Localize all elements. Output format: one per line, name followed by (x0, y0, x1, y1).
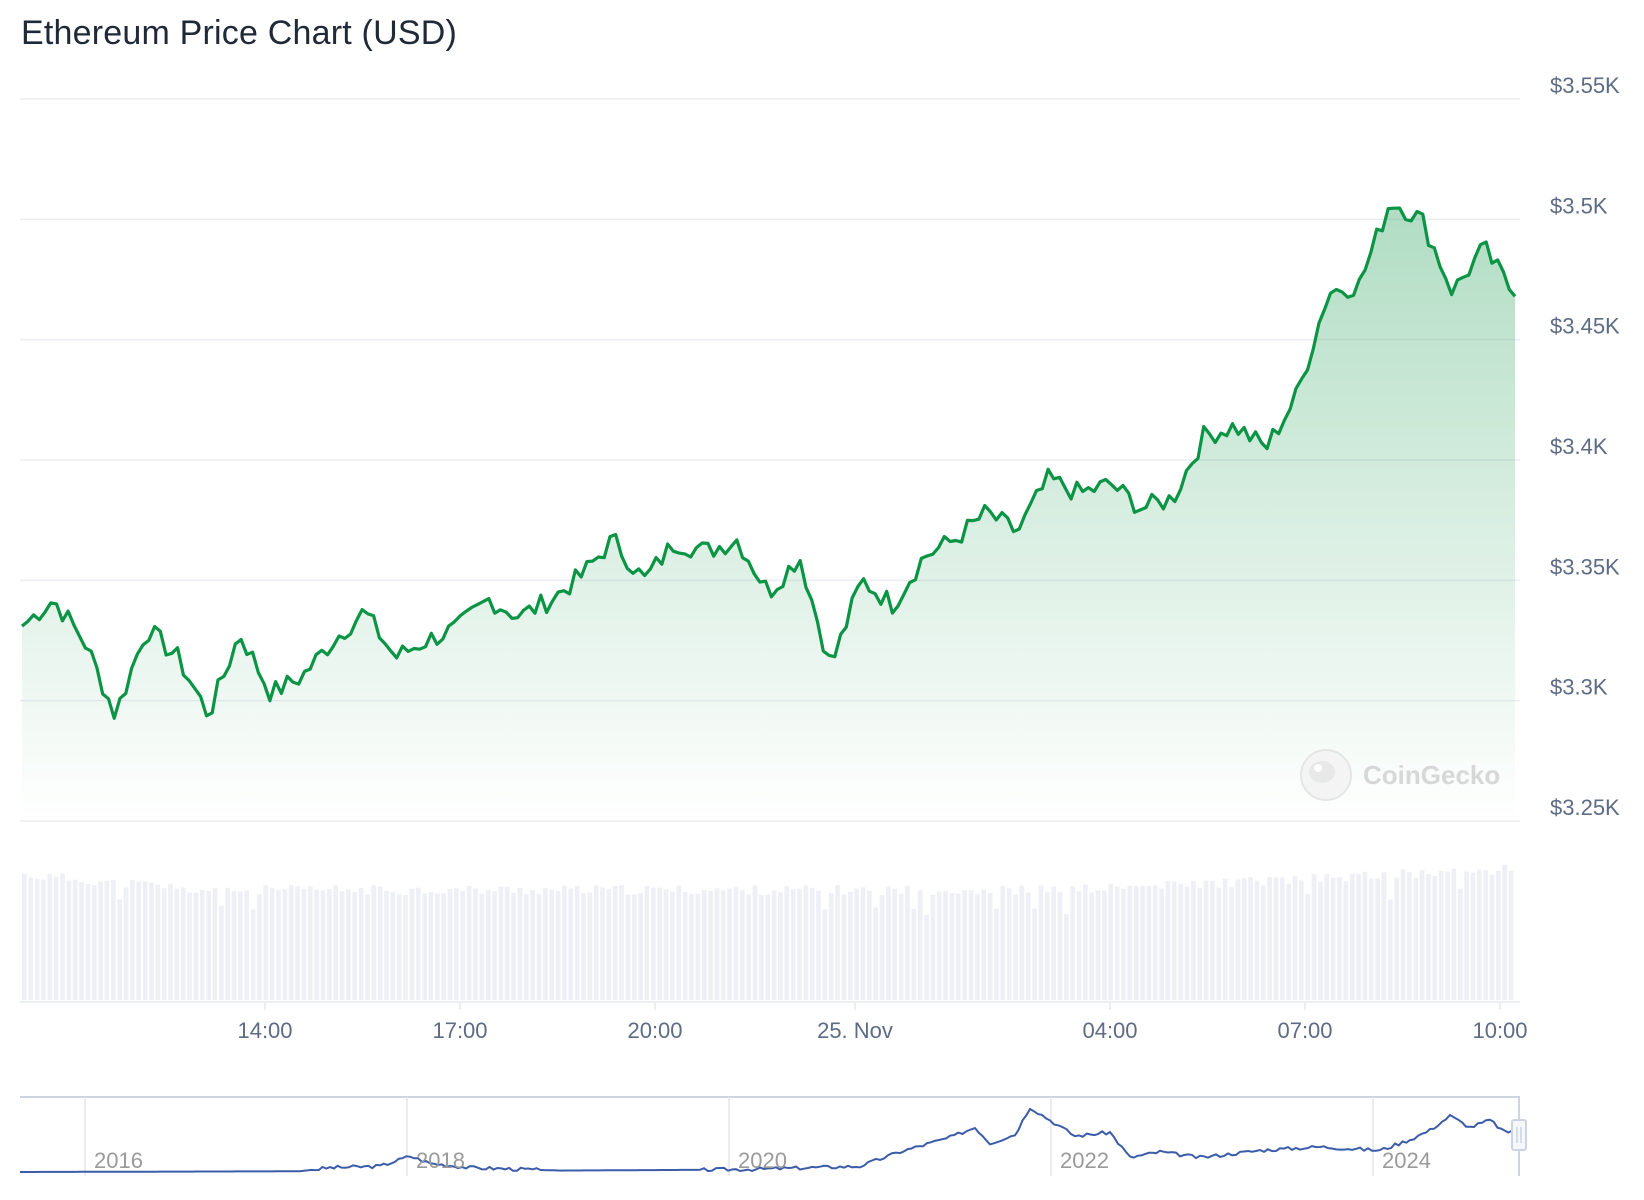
volume-bars (22, 864, 1514, 1000)
watermark-text: CoinGecko (1363, 760, 1500, 790)
navigator-line (20, 1107, 1516, 1173)
y-axis-label: $3.4K (1550, 434, 1608, 459)
x-axis-label: 07:00 (1277, 1018, 1332, 1043)
y-axis-label: $3.3K (1550, 675, 1608, 700)
y-axis-label: $3.55K (1550, 73, 1620, 98)
y-axis-label: $3.25K (1550, 795, 1620, 820)
y-axis-label: $3.5K (1550, 193, 1608, 218)
price-area (22, 208, 1515, 822)
y-axis-labels: $3.55K $3.5K $3.45K $3.4K $3.35K $3.3K $3.25K (1550, 73, 1620, 820)
coingecko-watermark: CoinGecko (1300, 749, 1500, 801)
navigator-year-label: 2016 (94, 1148, 143, 1173)
price-line[interactable] (20, 206, 1517, 720)
x-axis-label: 14:00 (237, 1018, 292, 1043)
x-axis-label: 17:00 (432, 1018, 487, 1043)
navigator-year-label: 2022 (1060, 1148, 1109, 1173)
navigator-year-label: 2020 (738, 1148, 787, 1173)
navigator-handle[interactable] (1511, 1119, 1527, 1151)
navigator[interactable]: 2016 2018 2020 2022 2024 (20, 1096, 1527, 1176)
x-axis-labels: 14:00 17:00 20:00 25. Nov 04:00 07:00 10:00 (237, 1002, 1528, 1043)
navigator-year-label: 2018 (416, 1148, 465, 1173)
y-axis-label: $3.35K (1550, 554, 1620, 579)
page-title: Ethereum Price Chart (USD) (21, 14, 457, 52)
y-axis-label: $3.45K (1550, 314, 1620, 339)
x-axis-label: 20:00 (627, 1018, 682, 1043)
x-axis-label: 25. Nov (817, 1018, 893, 1043)
navigator-year-label: 2024 (1382, 1148, 1431, 1173)
x-axis-label: 04:00 (1082, 1018, 1137, 1043)
x-axis-label: 10:00 (1472, 1018, 1527, 1043)
